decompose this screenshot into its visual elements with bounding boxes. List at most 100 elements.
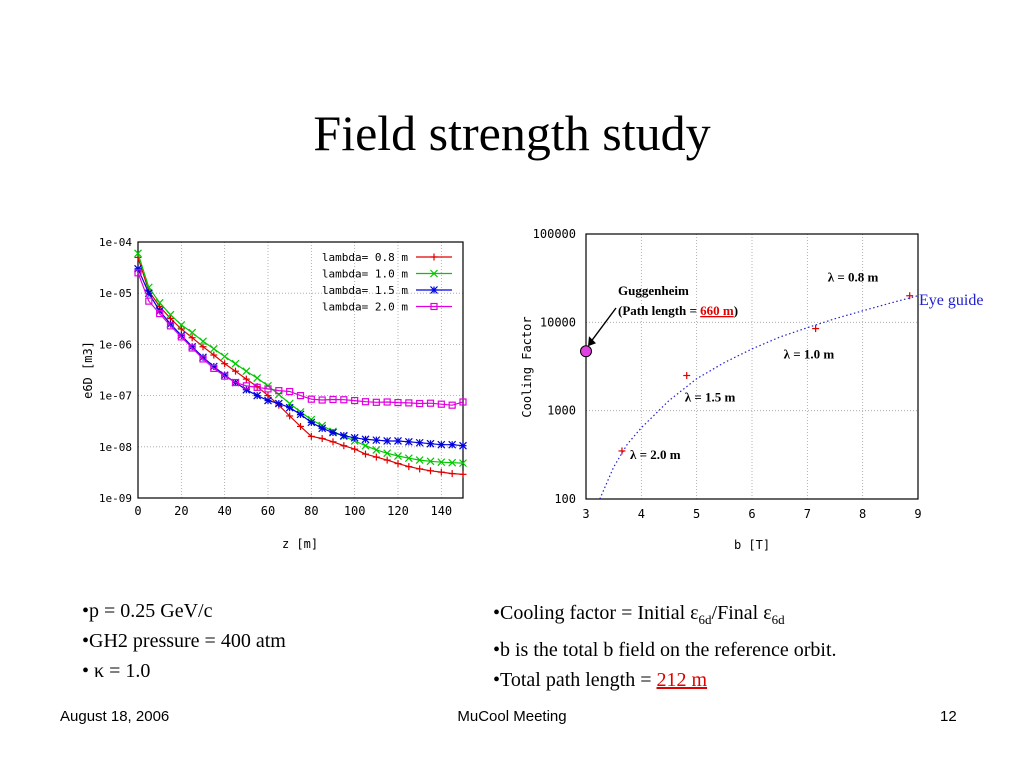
data-point (339, 431, 348, 440)
data-point (166, 310, 175, 319)
data-point (166, 322, 175, 330)
data-point (274, 390, 283, 399)
bullet-kappa: • κ = 1.0 (82, 660, 151, 682)
data-point (253, 391, 262, 400)
data-point (253, 374, 262, 382)
data-point (415, 456, 424, 465)
data-point (156, 309, 164, 318)
data-point (459, 470, 467, 478)
plot-frame (137, 241, 464, 499)
data-point (221, 372, 229, 380)
series-3 (134, 269, 467, 409)
data-point (394, 460, 402, 468)
footer-date: August 18, 2006 (60, 708, 170, 725)
x-tick-label: 60 (261, 504, 275, 518)
x-tick-label: 140 (430, 504, 452, 518)
y-tick-label: 1e-04 (99, 236, 132, 249)
chart-legend: lambda= 0.8 m lambda= 1.0 m lambda= 1.5 m l… (322, 251, 452, 314)
footer-meeting: MuCool Meeting (457, 708, 567, 725)
y-tick-label: 1000 (547, 404, 576, 418)
guggenheim-label: Guggenheim (618, 283, 689, 298)
data-point (906, 292, 914, 300)
data-point (177, 325, 185, 333)
data-point (134, 249, 142, 258)
series-line (137, 272, 464, 406)
x-tick-label: 100 (344, 504, 366, 518)
data-point (459, 398, 467, 406)
data-point (812, 325, 820, 333)
data-point (177, 321, 186, 329)
point-label: λ = 2.0 m (630, 447, 681, 462)
y-tick-label: 10000 (540, 315, 576, 329)
data-point (448, 470, 456, 478)
data-point (416, 465, 424, 473)
data-point (383, 456, 391, 464)
data-point (329, 438, 337, 446)
data-point (437, 458, 446, 467)
data-point (264, 396, 272, 405)
data-point (426, 457, 435, 466)
data-point (459, 459, 467, 468)
data-point (275, 387, 283, 395)
data-point (351, 396, 359, 405)
arrow-head (588, 336, 596, 347)
data-point (232, 367, 239, 375)
x-tick-label: 6 (748, 507, 755, 521)
x-tick-label: 7 (804, 507, 811, 521)
eye-guide-curve (599, 295, 919, 500)
series-2 (134, 264, 467, 450)
chart-cooling-vs-b: 3 4 5 6 7 8 9 100 1000 10000 100000 λ = 2.0 m λ = 1… (520, 227, 983, 552)
x-tick-label: 120 (387, 504, 409, 518)
path-length-value: 660 m (700, 303, 734, 318)
bullet-pressure: •GH2 pressure = 400 atm (82, 630, 286, 652)
data-point (383, 449, 392, 458)
data-point (372, 436, 381, 445)
data-point (199, 343, 207, 351)
y-tick-label: 1e-09 (99, 492, 132, 505)
data-point (134, 269, 142, 277)
x-axis-label: z [m] (282, 537, 318, 551)
data-point (394, 437, 402, 445)
data-point (188, 342, 197, 351)
data-point (145, 297, 153, 305)
legend-swatch-marker (430, 253, 438, 261)
slide-title: Field strength study (313, 105, 711, 161)
x-tick-label: 0 (134, 504, 141, 518)
data-point (459, 441, 467, 450)
bullet-b-field: •b is the total b field on the reference… (493, 639, 837, 661)
data-point (296, 410, 305, 419)
data-point (404, 437, 413, 446)
data-point (683, 372, 691, 380)
data-point (361, 441, 370, 450)
plot-frame (585, 233, 919, 500)
data-point (426, 399, 435, 407)
x-tick-label: 9 (914, 507, 921, 521)
data-point (318, 396, 326, 404)
data-point (210, 364, 218, 372)
data-point (415, 438, 424, 447)
y-tick-label: 100 (554, 492, 576, 506)
data-point (242, 367, 251, 376)
data-points (580, 292, 914, 455)
legend-swatch-marker (430, 302, 438, 311)
data-series (134, 249, 467, 478)
y-tick-label: 1e-07 (99, 390, 132, 403)
data-point (372, 398, 380, 406)
data-point (231, 378, 240, 387)
path-length-value: 212 m (656, 669, 708, 691)
x-tick-label: 3 (582, 507, 589, 521)
legend-label: lambda= 0.8 m (322, 251, 408, 264)
data-point (221, 360, 229, 368)
x-tick-label: 8 (859, 507, 866, 521)
data-point (188, 344, 196, 352)
data-point (405, 463, 413, 471)
point-label: λ = 1.0 m (784, 347, 835, 362)
bullet-list-right: •Cooling factor = Initial ε6d/Final ε6d … (493, 598, 837, 695)
data-point (361, 398, 370, 406)
chart-annotations: λ = 2.0 m λ = 1.5 m λ = 1.0 m λ = 0.8 m Gugg… (588, 270, 983, 462)
axis-ticks: 3 4 5 6 7 8 9 100 1000 10000 100000 (533, 227, 922, 521)
data-point (383, 437, 392, 445)
data-point (448, 440, 457, 449)
bullet-cooling-factor: •Cooling factor = Initial ε6d/Final ε6d (493, 602, 785, 627)
axis-ticks: 0 20 40 60 80 100 120 140 1e-04 1e-05 1e-06 1e-07 1e… (99, 236, 452, 518)
